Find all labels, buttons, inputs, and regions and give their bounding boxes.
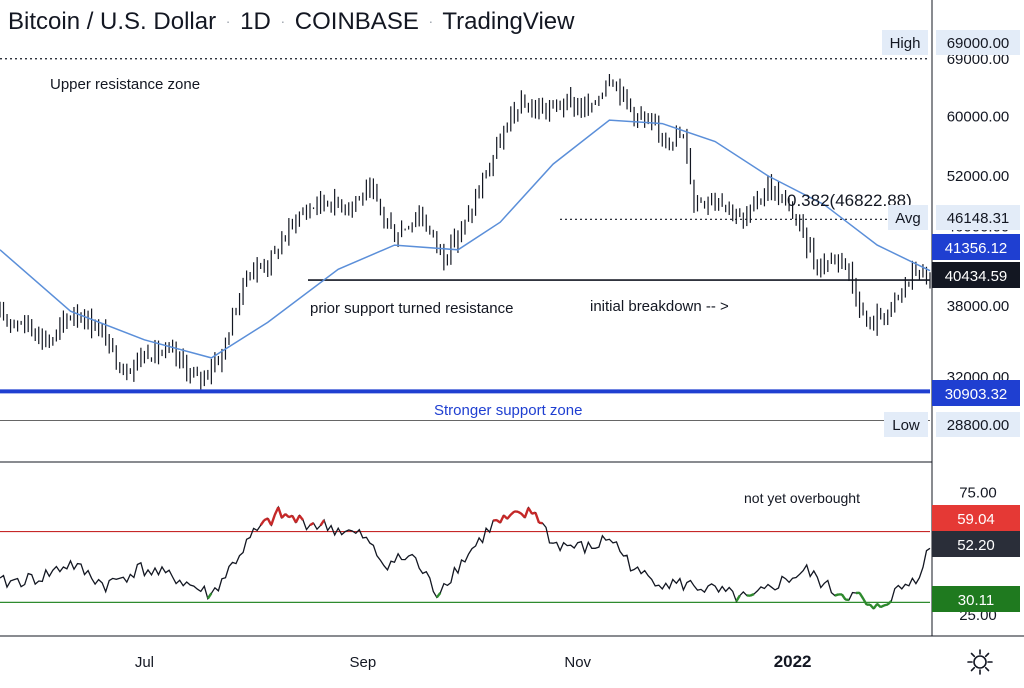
- rsi-last-tag[interactable]: 52.20: [932, 531, 1020, 557]
- oscillator-tick-label: 75.00: [959, 484, 997, 501]
- time-tick-label: 2022: [774, 652, 812, 671]
- oversold-segment: [750, 594, 754, 596]
- oversold-segment: [835, 594, 839, 595]
- last-price-value: 40434.59: [945, 268, 1008, 285]
- time-tick-label: Jul: [135, 654, 154, 671]
- chart-title: Bitcoin / U.S. Dollar · 1D · COINBASE · …: [8, 8, 574, 36]
- high-tag[interactable]: High 69000.00: [882, 30, 1020, 55]
- low-tag[interactable]: Low 28800.00: [884, 412, 1020, 437]
- overbought-segment: [518, 512, 522, 514]
- rsi-upper-tag[interactable]: 59.04: [932, 505, 1020, 531]
- high-label: High: [890, 35, 921, 52]
- low-value: 28800.00: [947, 417, 1010, 434]
- avg-value: 46148.31: [947, 210, 1010, 227]
- last-price-tag[interactable]: 40434.59: [932, 262, 1020, 288]
- symbol-name[interactable]: Bitcoin / U.S. Dollar: [8, 8, 216, 35]
- rsi-lower-tag[interactable]: 30.11: [932, 586, 1020, 612]
- price-tick-label: 52000.00: [947, 168, 1010, 185]
- rsi-upper-value: 59.04: [957, 511, 995, 528]
- stronger-support-label: Stronger support zone: [434, 402, 582, 419]
- oversold-segment: [884, 605, 888, 606]
- brand-label: TradingView: [442, 8, 574, 35]
- low-label: Low: [892, 417, 920, 434]
- support-tag[interactable]: 30903.32: [932, 380, 1020, 406]
- avg-tag[interactable]: Avg 46148.31: [888, 205, 1020, 230]
- title-separator: ·: [226, 13, 231, 29]
- not-overbought-label: not yet overbought: [744, 490, 860, 506]
- initial-breakdown-label: initial breakdown -- >: [590, 298, 729, 315]
- exchange-label: COINBASE: [295, 8, 419, 35]
- oversold-segment: [881, 605, 885, 607]
- upper-resistance-label: Upper resistance zone: [50, 76, 200, 93]
- title-separator: ·: [429, 13, 434, 29]
- ma-tag[interactable]: 41356.12: [932, 234, 1020, 260]
- prior-support-label: prior support turned resistance: [310, 300, 513, 317]
- title-separator: ·: [280, 13, 285, 29]
- rsi-last-value: 52.20: [957, 537, 995, 554]
- ma-value: 41356.12: [945, 240, 1008, 257]
- time-tick-label: Nov: [564, 654, 591, 671]
- gear-icon[interactable]: [966, 648, 994, 676]
- support-value: 30903.32: [945, 386, 1008, 403]
- price-tick-label: 60000.00: [947, 109, 1010, 126]
- high-value: 69000.00: [947, 35, 1010, 52]
- rsi-lower-value: 30.11: [958, 592, 994, 609]
- interval-label[interactable]: 1D: [240, 8, 271, 35]
- time-tick-label: Sep: [349, 654, 376, 671]
- avg-label: Avg: [895, 210, 921, 227]
- price-tick-label: 38000.00: [947, 298, 1010, 315]
